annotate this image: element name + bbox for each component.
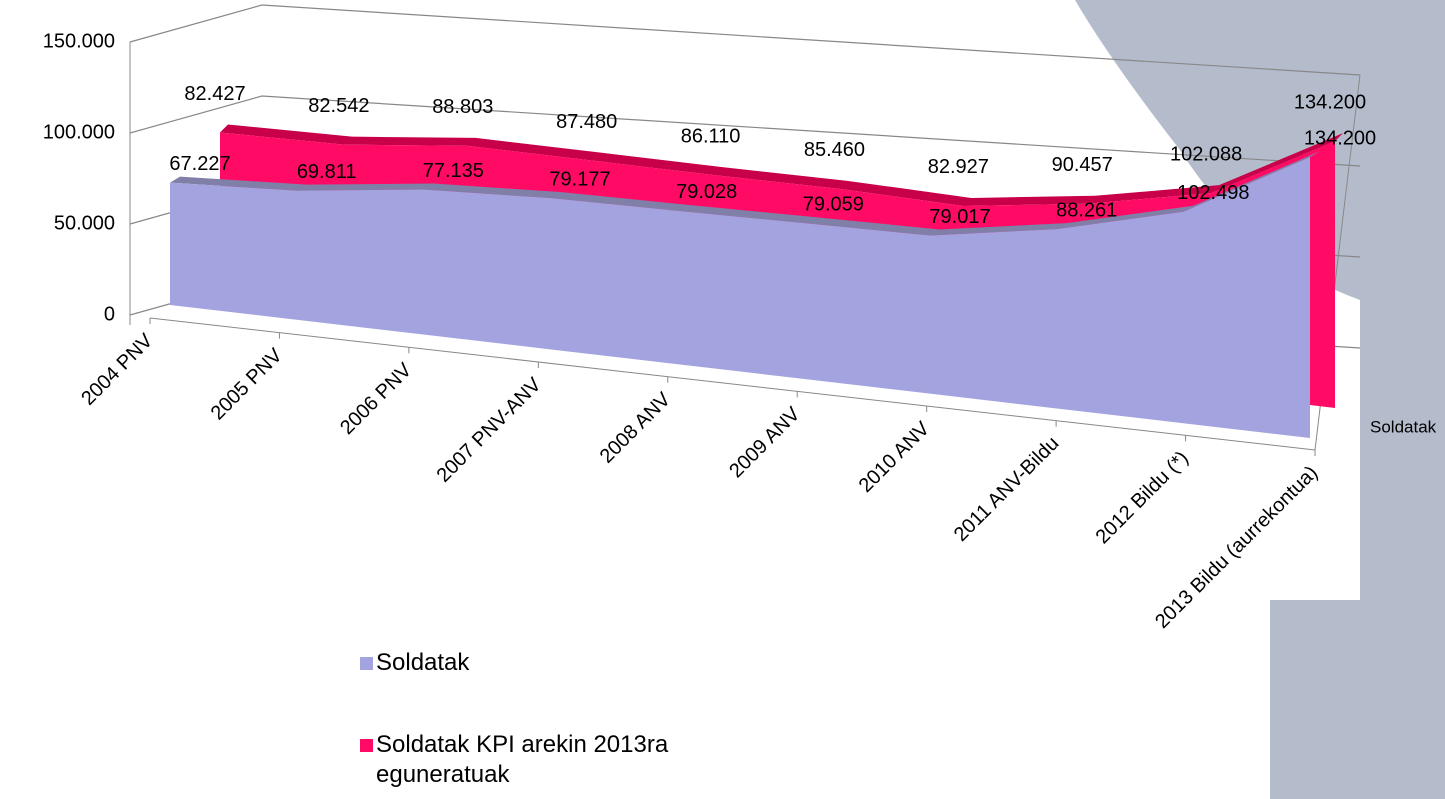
x-tick-label: 2009 ANV: [725, 403, 805, 483]
data-label: 86.110: [681, 126, 741, 148]
x-tick-label: 2011 ANV-Bildu: [950, 432, 1064, 546]
data-label: 79.177: [549, 168, 610, 190]
x-tick-label: 2008 ANV: [596, 388, 676, 468]
x-tick-label: 2010 ANV: [855, 417, 935, 497]
x-tick-label: 2012 Bildu (*): [1092, 447, 1193, 548]
data-label: 82.542: [308, 95, 369, 117]
data-label: 82.927: [928, 156, 989, 178]
legend-swatch: [360, 657, 373, 670]
y-tick-label: 100.000: [43, 121, 115, 143]
area: [170, 157, 1310, 439]
data-label: 134.200: [1294, 91, 1366, 113]
data-label: 67.227: [169, 153, 230, 175]
x-tick-label: 2007 PNV-ANV: [433, 373, 546, 486]
y-tick-label: 50.000: [54, 212, 115, 234]
legend-swatch: [360, 739, 373, 752]
grid-line: [129, 4, 1361, 76]
data-label: 82.427: [184, 83, 245, 105]
y-tick-label: 0: [104, 303, 115, 325]
data-label: 102.498: [1177, 182, 1249, 204]
x-tick-label: 2006 PNV: [336, 359, 416, 439]
legend-label: Soldatak KPI arekin 2013ra eguneratuak: [376, 731, 669, 788]
y-tick-label: 150.000: [43, 30, 115, 52]
data-label: 69.811: [297, 161, 357, 183]
x-tick-label: 2005 PNV: [207, 344, 287, 424]
data-label: 88.803: [432, 96, 493, 118]
grid-line: [129, 95, 1361, 167]
x-tick-label: 2004 PNV: [77, 329, 157, 409]
background-shape: [1075, 0, 1445, 799]
data-label: 85.460: [804, 139, 865, 161]
area-edge: [220, 124, 1343, 206]
data-label: 90.457: [1052, 154, 1113, 176]
floor-edge: [149, 317, 1316, 451]
data-label: 87.480: [556, 111, 617, 133]
data-label: 134.200: [1304, 127, 1376, 149]
legend-label: Soldatak: [376, 649, 470, 676]
data-label: 79.017: [929, 206, 990, 228]
data-label: 79.028: [676, 181, 737, 203]
data-label: 102.088: [1170, 143, 1242, 165]
data-label: 77.135: [423, 160, 484, 182]
data-label: 88.261: [1056, 199, 1117, 221]
data-label: 79.059: [803, 193, 864, 215]
depth-label: Soldatak: [1370, 417, 1437, 436]
